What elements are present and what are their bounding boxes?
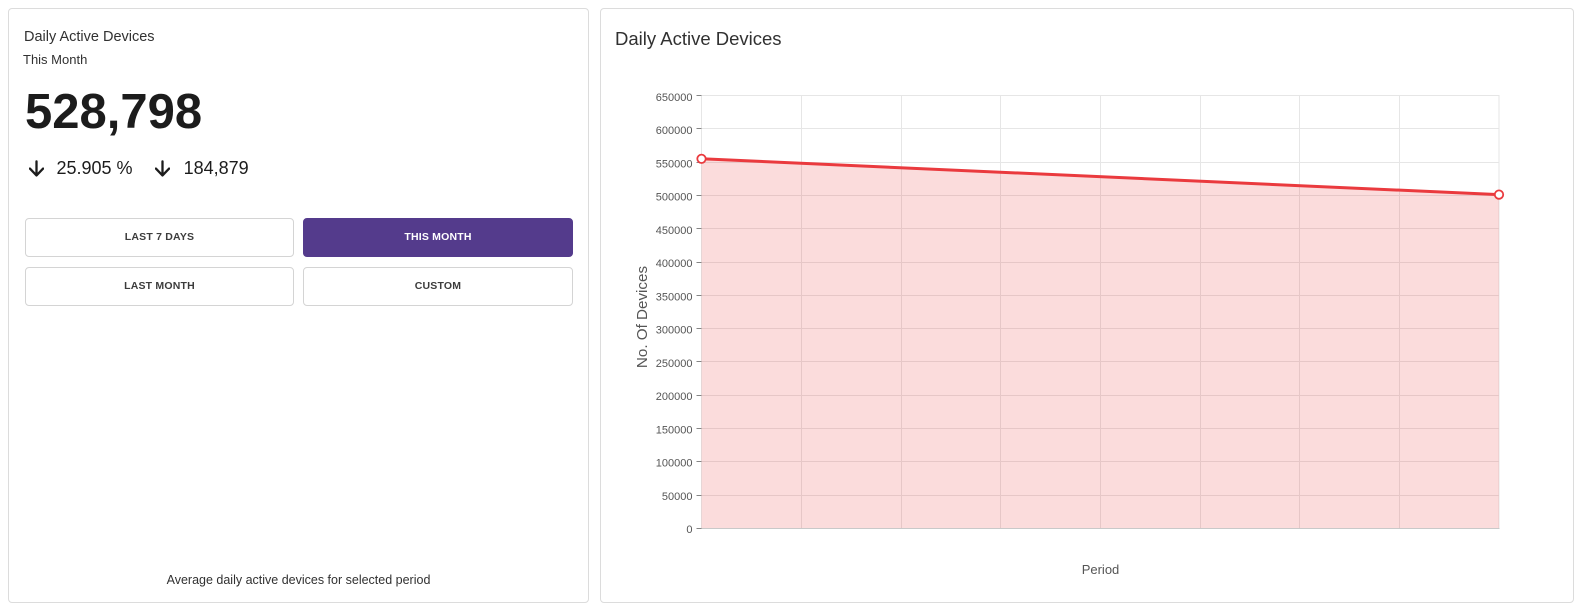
svg-text:No. Of Devices: No. Of Devices bbox=[634, 266, 651, 369]
svg-text:Period: Period bbox=[1082, 562, 1120, 577]
svg-text:300000: 300000 bbox=[656, 325, 693, 337]
svg-text:600000: 600000 bbox=[656, 125, 693, 137]
svg-text:650000: 650000 bbox=[656, 92, 693, 104]
svg-text:0: 0 bbox=[686, 524, 692, 536]
svg-text:200000: 200000 bbox=[656, 391, 693, 403]
svg-text:100000: 100000 bbox=[656, 458, 693, 470]
svg-text:550000: 550000 bbox=[656, 158, 693, 170]
svg-text:150000: 150000 bbox=[656, 424, 693, 436]
svg-text:350000: 350000 bbox=[656, 291, 693, 303]
svg-text:250000: 250000 bbox=[656, 358, 693, 370]
svg-text:50000: 50000 bbox=[662, 491, 693, 503]
svg-text:450000: 450000 bbox=[656, 225, 693, 237]
svg-text:400000: 400000 bbox=[656, 258, 693, 270]
svg-text:500000: 500000 bbox=[656, 192, 693, 204]
